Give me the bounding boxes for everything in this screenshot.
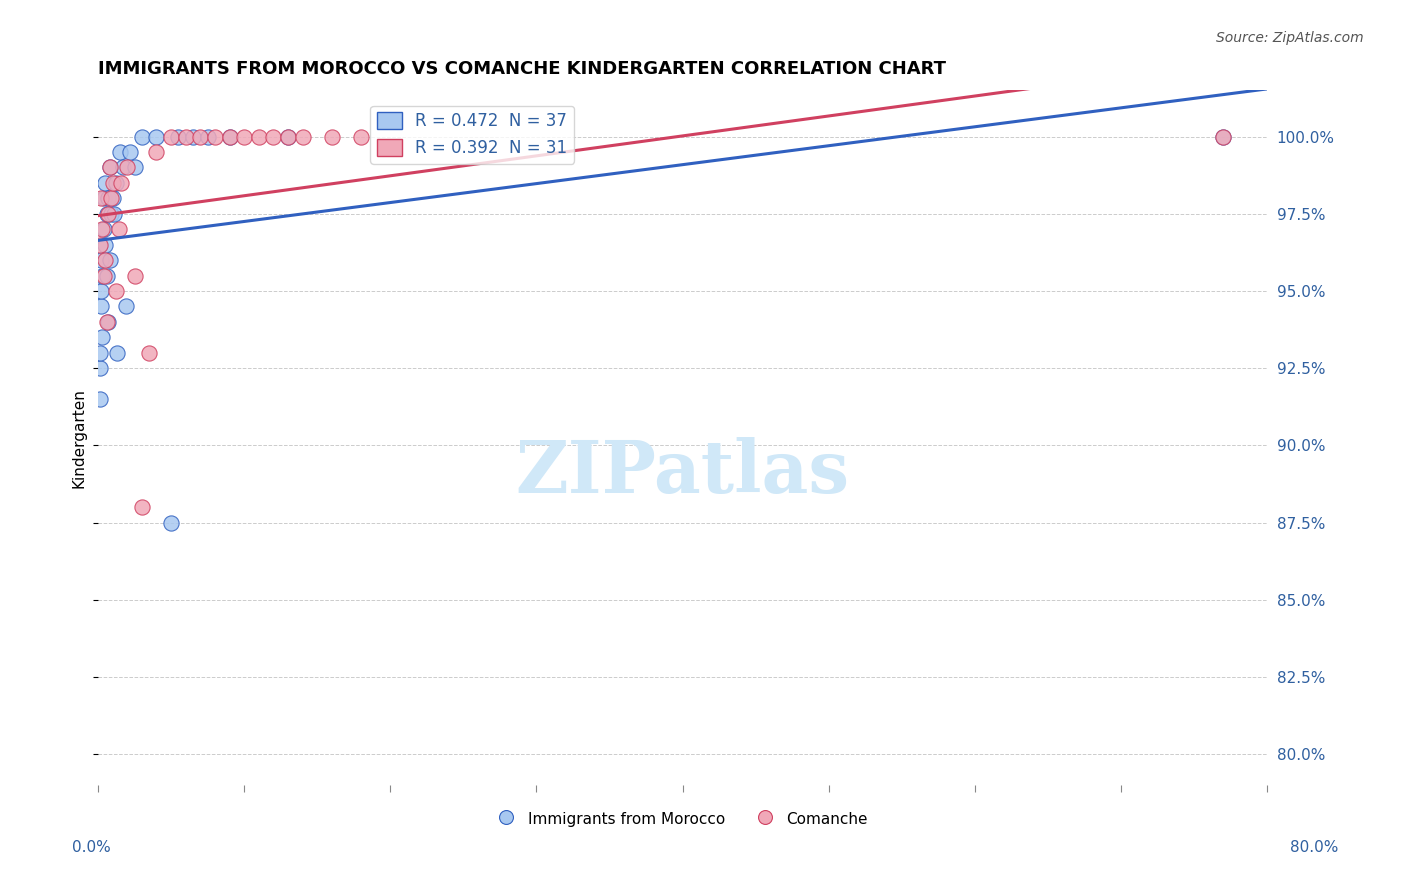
Point [90,253,112,268]
Point [104,284,127,298]
Point [103,207,125,221]
Point [181,129,204,144]
Point [350,129,373,144]
Point [174,129,197,144]
Point [114,300,136,314]
Point [138,345,160,359]
Point [110,176,132,190]
Point [101,191,124,205]
Point [90,300,112,314]
Point [93,191,115,205]
Y-axis label: Kindergarten: Kindergarten [72,388,86,488]
Point [1212,129,1234,144]
Point [188,129,211,144]
Point [93,268,115,283]
Point [247,129,270,144]
Point [105,345,128,359]
Point [89,345,111,359]
Point [167,129,190,144]
Point [1212,129,1234,144]
Point [111,161,134,175]
Text: IMMIGRANTS FROM MOROCCO VS COMANCHE KINDERGARTEN CORRELATION CHART: IMMIGRANTS FROM MOROCCO VS COMANCHE KIND… [98,60,946,78]
Point [94,253,117,268]
Point [89,392,111,406]
Point [93,222,115,236]
Point [108,145,131,159]
Point [98,253,121,268]
Point [96,315,118,329]
Point [120,145,142,159]
Legend: Immigrants from Morocco, Comanche: Immigrants from Morocco, Comanche [491,805,875,833]
Point [98,161,121,175]
Point [91,330,114,344]
Point [233,129,256,144]
Point [98,161,121,175]
Point [100,191,122,205]
Point [100,207,122,221]
Point [131,129,153,144]
Point [104,176,127,190]
Text: ZIPatlas: ZIPatlas [516,437,849,508]
Point [97,207,120,221]
Text: Source: ZipAtlas.com: Source: ZipAtlas.com [1216,31,1364,45]
Point [124,268,146,283]
Point [90,284,112,298]
Point [204,129,226,144]
Point [94,176,117,190]
Point [97,191,120,205]
Point [89,237,111,252]
Point [89,361,111,376]
Point [96,207,118,221]
Point [321,129,343,144]
Point [160,516,183,530]
Point [131,500,153,515]
Point [96,268,118,283]
Point [91,268,114,283]
Point [97,315,120,329]
Text: 0.0%: 0.0% [72,840,111,855]
Point [197,129,219,144]
Point [277,129,299,144]
Point [94,237,117,252]
Point [145,145,167,159]
Point [91,222,114,236]
Point [117,161,139,175]
Point [101,176,124,190]
Point [145,129,167,144]
Point [262,129,284,144]
Point [291,129,314,144]
Point [107,222,129,236]
Point [218,129,240,144]
Point [90,191,112,205]
Point [277,129,299,144]
Point [124,161,146,175]
Point [218,129,240,144]
Point [160,129,183,144]
Text: 80.0%: 80.0% [1291,840,1339,855]
